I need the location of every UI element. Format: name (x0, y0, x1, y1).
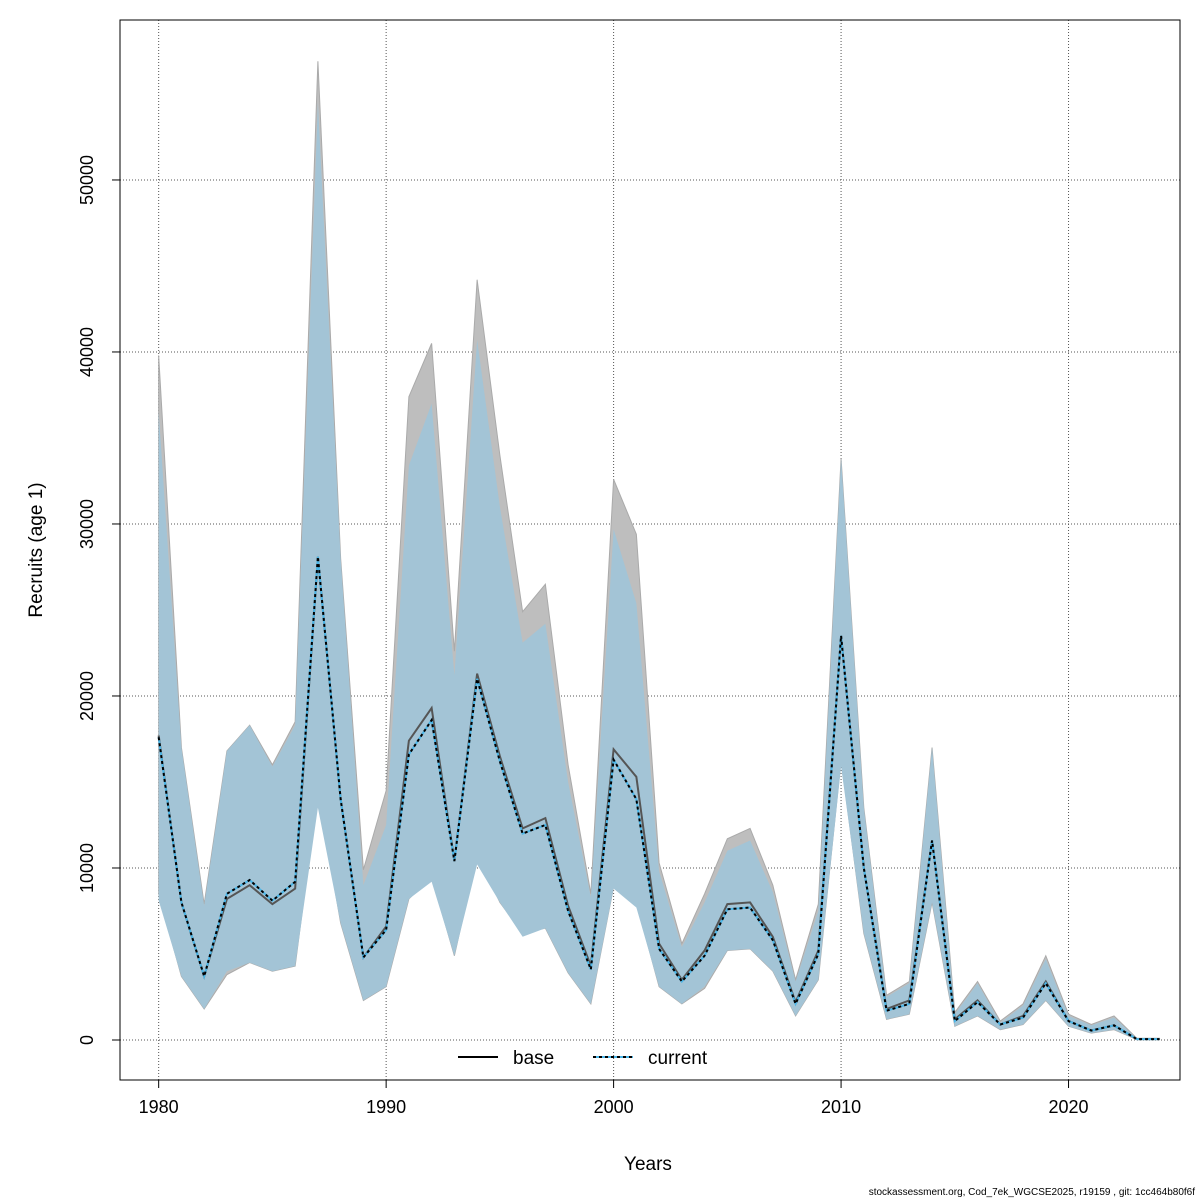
footer-text: stockassessment.org, Cod_7ek_WGCSE2025, … (869, 1187, 1196, 1198)
y-tick-label: 0 (77, 1035, 97, 1045)
y-axis-title: Recruits (age 1) (26, 482, 47, 617)
legend: base current (458, 1048, 708, 1069)
x-tick-label: 2010 (821, 1097, 861, 1117)
current-confidence-band (158, 102, 1160, 1040)
x-tick-label: 1980 (139, 1097, 179, 1117)
current-line (157, 556, 1160, 1041)
series-lines (157, 556, 1160, 1041)
legend-current-label: current (648, 1048, 708, 1069)
x-tick-label: 2000 (594, 1097, 634, 1117)
y-tick-label: 30000 (77, 499, 97, 549)
y-axis: 0 10000 20000 30000 40000 50000 (77, 155, 120, 1045)
y-tick-label: 50000 (77, 155, 97, 205)
x-axis-title: Years (624, 1154, 672, 1175)
y-tick-label: 20000 (77, 671, 97, 721)
x-tick-label: 1990 (366, 1097, 406, 1117)
y-tick-label: 40000 (77, 327, 97, 377)
x-tick-label: 2020 (1049, 1097, 1089, 1117)
x-axis: 1980 1990 2000 2010 2020 (139, 1079, 1089, 1117)
y-tick-label: 10000 (77, 843, 97, 893)
confidence-bands (158, 61, 1161, 1040)
legend-base-label: base (513, 1048, 554, 1069)
